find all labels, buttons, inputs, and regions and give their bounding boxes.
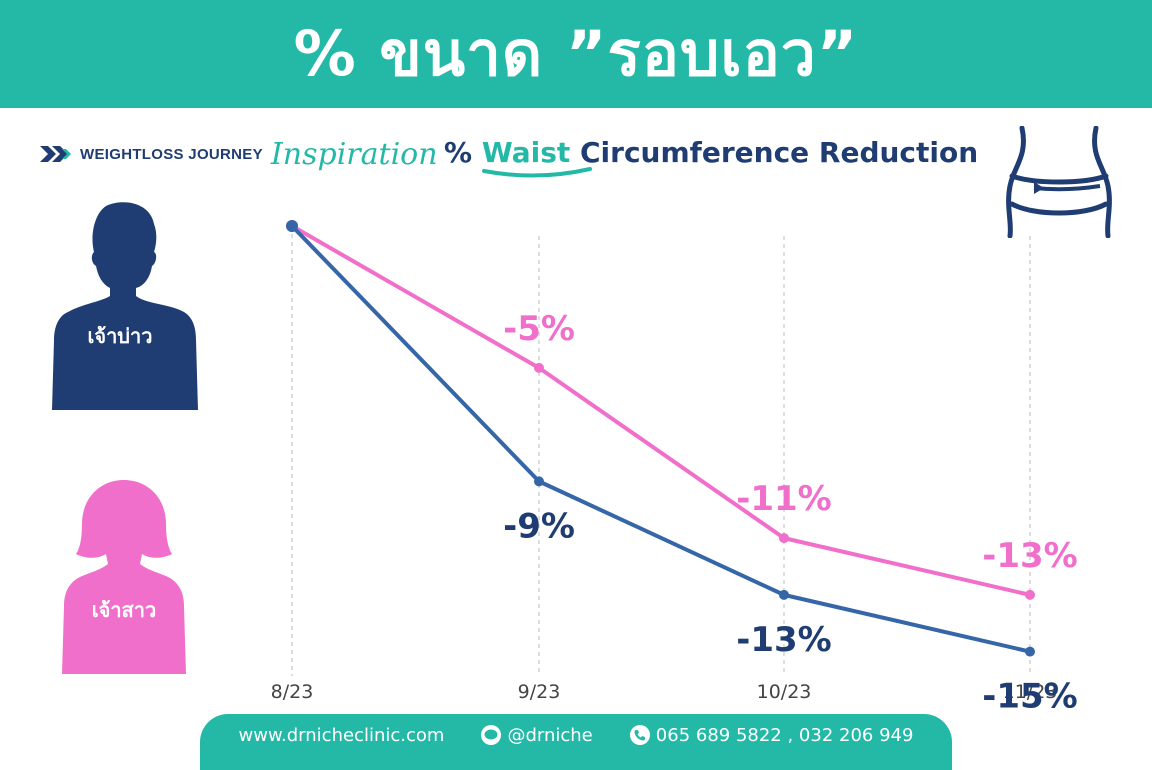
- bride-label: เจ้าสาว: [91, 598, 157, 622]
- subtitle-highlight: Waist: [481, 136, 592, 178]
- bride-data-point: [779, 533, 789, 544]
- brand-text: WEIGHTLOSS JOURNEY: [80, 145, 263, 163]
- phone-icon: [629, 725, 650, 745]
- line-app-icon: [481, 725, 502, 745]
- underline-swoosh-icon: [481, 167, 592, 178]
- x-tick-label: 10/23: [757, 681, 812, 703]
- bride-series-line: [291, 224, 1031, 597]
- bride-data-point: [1025, 589, 1035, 600]
- brand: WEIGHTLOSS JOURNEY Inspiration: [40, 136, 438, 172]
- website-text: www.drnicheclinic.com: [238, 724, 445, 746]
- chevrons-logo-icon: [40, 146, 71, 162]
- bride-data-point: [534, 362, 544, 373]
- subtitle-part1: %: [444, 136, 482, 169]
- groom-data-point: [286, 220, 298, 232]
- page-title: % ขนาด ”รอบเอว”: [293, 17, 859, 90]
- groom-data-point: [779, 589, 789, 600]
- x-tick-label: 11/23: [1003, 681, 1058, 703]
- bride-data-label: -11%: [736, 479, 832, 519]
- groom-silhouette-icon: [52, 202, 198, 410]
- line-chart: 8/23 9/23 10/23 11/23 -5% -11% -13% -9% -13% -15%: [271, 220, 1078, 717]
- footer-line[interactable]: @drniche: [481, 724, 593, 746]
- chart-subtitle: % Waist Circumference Reduction: [444, 136, 979, 178]
- bride-silhouette-icon: [62, 480, 186, 674]
- footer-bar: www.drnicheclinic.com @drniche 065 689 5…: [200, 714, 952, 770]
- x-tick-label: 9/23: [518, 681, 561, 703]
- waist-icon: [1006, 126, 1112, 238]
- header-banner: % ขนาด ”รอบเอว”: [0, 0, 1152, 108]
- subtitle-highlight-text: Waist: [481, 136, 571, 169]
- phone-text: 065 689 5822 , 032 206 949: [655, 724, 914, 746]
- groom-data-point: [1025, 646, 1035, 657]
- groom-data-label: -9%: [503, 506, 575, 546]
- bride-data-label: -13%: [982, 536, 1078, 576]
- brand-script: Inspiration: [270, 136, 438, 172]
- subtitle-part2: Circumference Reduction: [570, 136, 979, 169]
- bride-data-label: -5%: [503, 309, 575, 349]
- groom-data-label: -15%: [982, 677, 1078, 717]
- footer-website[interactable]: www.drnicheclinic.com: [239, 725, 445, 746]
- line-id-text: @drniche: [507, 724, 593, 746]
- groom-label: เจ้าบ่าว: [87, 324, 153, 348]
- footer-phone[interactable]: 065 689 5822 , 032 206 949: [629, 724, 914, 746]
- groom-data-label: -13%: [736, 620, 832, 660]
- groom-data-point: [534, 476, 544, 487]
- x-tick-label: 8/23: [271, 681, 314, 703]
- groom-series-line: [290, 224, 1031, 654]
